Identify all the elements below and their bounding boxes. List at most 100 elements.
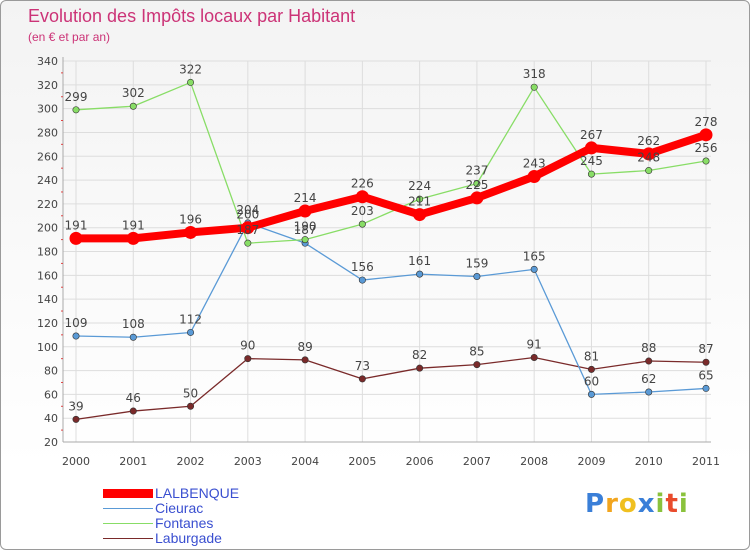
data-label-laburgade: 82 [412,348,427,362]
data-label-lalbenque: 196 [179,212,202,226]
data-point-cieurac [187,328,195,336]
y-tick-label: 280 [37,126,58,139]
legend-swatch-laburgade [103,538,153,539]
data-point-cieurac [129,333,137,341]
y-tick-label: 320 [37,79,58,92]
data-point-fontanes [645,167,653,175]
x-tick-label: 2007 [463,455,491,468]
logo-letter: i [678,489,689,519]
data-label-lalbenque: 191 [65,218,88,232]
data-point-cieurac [416,270,424,278]
legend-label-lalbenque: LALBENQUE [155,485,240,501]
logo-letter: P [585,489,606,519]
logo-letter: r [605,489,619,519]
data-point-cieurac [702,384,710,392]
data-point-laburgade [129,407,137,415]
data-label-fontanes: 190 [294,220,317,234]
data-label-laburgade: 50 [183,386,198,400]
series-line-laburgade [75,356,707,421]
data-label-cieurac: 109 [65,316,88,330]
data-label-cieurac: 165 [523,249,546,263]
data-label-laburgade: 87 [698,342,713,356]
data-point-lalbenque [470,191,484,205]
proxiti-logo: Proxiti [585,489,689,519]
data-label-fontanes: 245 [580,154,603,168]
y-tick-label: 20 [44,436,58,449]
data-label-fontanes: 187 [236,223,259,237]
data-label-laburgade: 91 [527,337,542,351]
data-label-fontanes: 302 [122,86,145,100]
x-tick-label: 2008 [520,455,548,468]
logo-letter: t [665,489,679,519]
data-label-fontanes: 224 [408,179,431,193]
data-point-laburgade [473,361,481,369]
data-point-laburgade [587,365,595,373]
data-label-lalbenque: 226 [351,177,374,191]
data-label-laburgade: 39 [68,399,83,413]
data-point-fontanes [244,239,252,247]
data-label-cieurac: 161 [408,254,431,268]
data-point-fontanes [702,157,710,165]
y-tick-label: 60 [44,388,58,401]
x-tick-label: 2011 [692,455,720,468]
series-line-fontanes [75,81,707,244]
data-label-cieurac: 60 [584,374,599,388]
x-tick-label: 2004 [291,455,319,468]
data-point-fontanes [530,83,538,91]
data-point-fontanes [301,236,309,244]
y-tick-label: 140 [37,293,58,306]
grid-lines [63,60,711,443]
data-label-lalbenque: 191 [122,218,145,232]
data-label-fontanes: 256 [695,141,718,155]
y-tick-label: 300 [37,103,58,116]
data-point-laburgade [244,355,252,363]
data-label-laburgade: 89 [297,340,312,354]
legend-swatch-lalbenque [103,489,153,498]
y-tick-label: 100 [37,341,58,354]
data-label-fontanes: 248 [637,151,660,165]
data-label-laburgade: 46 [126,391,141,405]
data-label-laburgade: 88 [641,341,656,355]
y-tick-label: 180 [37,246,58,259]
axes [61,57,711,443]
data-point-laburgade [645,357,653,365]
series-points [69,78,713,423]
data-point-fontanes [416,195,424,203]
y-tick-label: 160 [37,269,58,282]
data-point-cieurac [358,276,366,284]
legend-label-fontanes: Fontanes [155,515,214,531]
data-point-lalbenque [298,204,312,218]
data-label-cieurac: 156 [351,260,374,274]
data-label-lalbenque: 200 [236,208,259,222]
data-label-fontanes: 203 [351,204,374,218]
data-point-cieurac [645,388,653,396]
y-tick-label: 260 [37,150,58,163]
chart-title: Evolution des Impôts locaux par Habitant [28,6,356,26]
data-label-fontanes: 322 [179,62,202,76]
y-tick-label: 80 [44,365,58,378]
x-tick-label: 2005 [348,455,376,468]
data-point-fontanes [358,220,366,228]
legend-swatch-cieurac [103,508,153,509]
data-point-laburgade [187,402,195,410]
data-label-laburgade: 85 [469,345,484,359]
data-point-lalbenque [413,208,427,222]
logo-letter: o [618,489,638,519]
series-line-lalbenque [72,130,710,243]
data-point-laburgade [301,356,309,364]
data-point-cieurac [530,265,538,273]
y-tick-label: 200 [37,222,58,235]
x-tick-label: 2010 [635,455,663,468]
data-point-lalbenque [355,190,369,204]
data-point-lalbenque [699,128,713,142]
data-label-cieurac: 204 [236,203,259,217]
y-tick-labels: 20 40 60 80 100 120 140 160 180 200 220 240 260 280 30… [37,55,58,449]
legend-label-cieurac: Cieurac [155,500,204,516]
data-label-lalbenque: 243 [523,156,546,170]
data-point-lalbenque [69,231,83,245]
data-point-fontanes [473,180,481,188]
legend-swatch-fontanes [103,523,153,524]
chart-subtitle: (en € et par an) [28,30,111,44]
